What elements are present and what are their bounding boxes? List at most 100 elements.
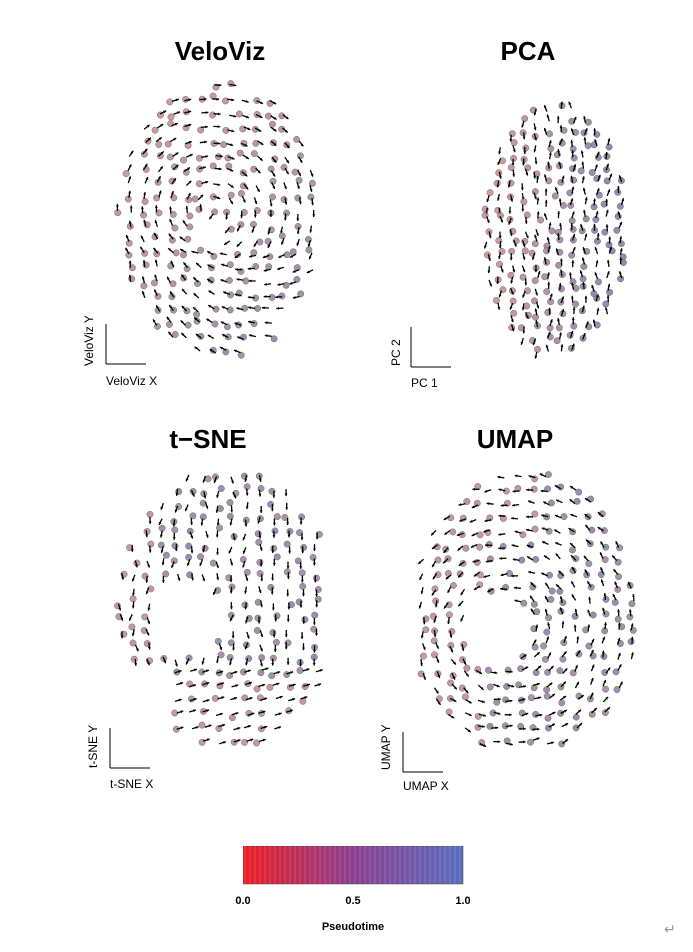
velocity-arrowhead xyxy=(187,167,190,171)
cell-point xyxy=(531,240,539,248)
velocity-arrowhead xyxy=(522,136,526,140)
velocity-arrowhead xyxy=(555,187,558,191)
velocity-arrowhead xyxy=(244,590,248,594)
velocity-arrowhead xyxy=(606,271,610,275)
cell-point xyxy=(184,321,192,329)
velocity-arrowhead xyxy=(551,741,554,745)
velocity-arrowhead xyxy=(565,723,569,726)
velocity-arrowhead xyxy=(628,609,632,613)
cell-point xyxy=(169,236,176,244)
velocity-arrowhead xyxy=(469,519,473,523)
cell-point xyxy=(419,652,427,660)
velocity-arrowhead xyxy=(507,184,511,188)
velocity-arrowhead xyxy=(559,269,563,273)
velocity-arrowhead xyxy=(422,646,426,650)
velocity-arrowhead xyxy=(463,661,466,665)
cell-point xyxy=(486,683,494,691)
cell-point xyxy=(534,345,541,353)
velocity-arrowhead xyxy=(258,493,262,497)
cell-point xyxy=(522,144,530,152)
velocity-arrowhead xyxy=(233,114,237,118)
cell-point xyxy=(166,320,173,328)
cell-point xyxy=(544,485,552,493)
velocity-arrowhead xyxy=(568,528,572,531)
cell-point xyxy=(572,300,579,308)
cell-point xyxy=(273,513,281,520)
velocity-arrowhead xyxy=(264,697,267,701)
velocity-arrowhead xyxy=(237,228,240,232)
velocity-arrowhead xyxy=(617,211,621,215)
velocity-arrowhead xyxy=(171,565,174,568)
velocity-arrowhead xyxy=(154,205,158,208)
velocity-arrowhead xyxy=(156,305,159,309)
velocity-arrowhead xyxy=(205,180,209,184)
velocity-arrowhead xyxy=(307,243,311,247)
velocity-arrowhead xyxy=(595,211,599,215)
velocity-arrowhead xyxy=(599,552,603,556)
velocity-arrowhead xyxy=(465,673,469,677)
velocity-arrowhead xyxy=(444,605,447,609)
cell-point xyxy=(545,614,553,622)
velocity-arrowhead xyxy=(206,699,210,702)
panel-title-pca: PCA xyxy=(500,36,556,66)
velocity-arrowhead xyxy=(163,110,167,114)
velocity-arrowhead xyxy=(247,127,251,130)
velocity-arrowhead xyxy=(247,296,251,299)
velocity-arrowhead xyxy=(498,235,502,239)
velocity-arrowhead xyxy=(471,505,475,508)
cell-point xyxy=(548,587,556,595)
cell-point xyxy=(304,236,312,243)
velocity-arrowhead xyxy=(534,196,537,200)
velocity-arrowhead xyxy=(292,296,296,299)
velocity-arrowhead xyxy=(148,549,152,553)
velocity-arrowhead xyxy=(484,519,488,523)
cell-point xyxy=(140,211,147,219)
velocity-arrowhead xyxy=(208,724,212,728)
velocity-arrowhead xyxy=(584,128,588,132)
velocity-arrowhead xyxy=(530,608,534,612)
velocity-arrowhead xyxy=(571,566,575,570)
cell-point xyxy=(226,513,234,520)
velocity-arrowhead xyxy=(543,501,547,505)
velocity-arrowhead xyxy=(236,278,240,281)
cell-point xyxy=(296,667,304,674)
cell-point xyxy=(462,693,469,701)
velocity-arrowhead xyxy=(617,637,621,641)
velocity-arrowhead xyxy=(310,173,314,177)
velocity-arrowhead xyxy=(541,572,545,576)
velocity-arrowhead xyxy=(536,727,540,731)
velocity-arrowhead xyxy=(208,305,212,308)
velocity-arrowhead xyxy=(536,682,540,686)
velocity-arrowhead xyxy=(262,683,265,687)
cell-point xyxy=(212,305,220,313)
velocity-arrowhead xyxy=(175,152,179,156)
cell-point xyxy=(547,596,555,603)
velocity-arrowhead xyxy=(185,508,188,511)
cell-point xyxy=(270,335,278,343)
velocity-arrowhead xyxy=(582,282,586,285)
velocity-arrowhead xyxy=(290,255,293,258)
velocity-arrowhead xyxy=(175,98,179,102)
velocity-arrowhead xyxy=(596,308,600,311)
velocity-arrowhead xyxy=(548,307,551,311)
cell-point xyxy=(250,249,258,257)
cell-point xyxy=(265,263,273,271)
velocity-arrowhead xyxy=(612,555,615,559)
velocity-arrowhead xyxy=(606,295,610,298)
velocity-arrowhead xyxy=(158,522,162,525)
velocity-arrowhead xyxy=(193,293,197,297)
velocity-arrowhead xyxy=(581,161,585,165)
velocity-arrowhead xyxy=(193,698,197,701)
cell-point xyxy=(474,723,482,731)
velocity-arrowhead xyxy=(273,128,277,132)
velocity-arrowhead xyxy=(571,317,575,320)
velocity-arrowhead xyxy=(474,573,477,577)
velocity-arrowhead xyxy=(607,138,611,142)
velocity-arrowhead xyxy=(144,148,148,152)
velocity-arrowhead xyxy=(160,550,164,553)
cell-point xyxy=(158,524,166,532)
velocity-arrowhead xyxy=(590,678,594,681)
velocity-arrowhead xyxy=(207,251,211,254)
velocity-arrowhead xyxy=(287,576,290,579)
velocity-arrowhead xyxy=(471,533,475,536)
